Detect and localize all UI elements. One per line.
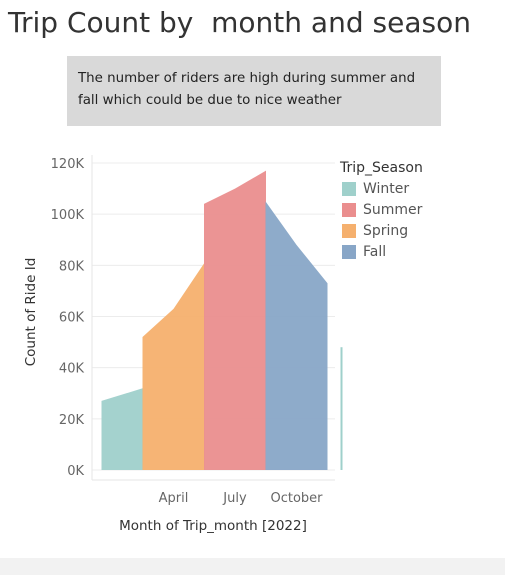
- y-tick-label: 0K: [67, 464, 84, 479]
- area-chart: 0K 20K 40K 60K 80K 100K 120K April July October Mo…: [23, 155, 343, 534]
- legend-swatch-winter: [342, 181, 356, 196]
- x-tick-label-october: October: [270, 491, 323, 506]
- area-summer-2: [204, 170, 266, 471]
- y-tick-label: 120K: [51, 157, 85, 172]
- legend-item-summer[interactable]: Summer: [340, 199, 423, 220]
- annotation-note: The number of riders are high during sum…: [67, 56, 441, 126]
- legend-title: Trip_Season: [340, 160, 423, 176]
- chart-title: Trip Count by month and season: [8, 6, 471, 39]
- y-axis-title: Count of Ride Id: [23, 258, 39, 367]
- legend-label-summer: Summer: [363, 201, 423, 218]
- legend-label-fall: Fall: [363, 243, 387, 260]
- legend-label-winter: Winter: [363, 180, 410, 197]
- area-fall-3: [265, 201, 328, 470]
- y-tick-label: 40K: [59, 362, 85, 377]
- bottom-bar: [0, 558, 505, 575]
- legend-item-winter[interactable]: Winter: [340, 178, 423, 199]
- y-tick-label: 60K: [59, 311, 85, 326]
- y-tick-label: 80K: [59, 259, 85, 274]
- legend-item-spring[interactable]: Spring: [340, 220, 423, 241]
- legend-swatch-summer: [342, 202, 356, 217]
- area-winter-0: [101, 388, 143, 470]
- legend-swatch-spring: [342, 223, 356, 238]
- x-axis-title: Month of Trip_month [2022]: [119, 518, 307, 534]
- legend-label-spring: Spring: [363, 222, 409, 239]
- legend-swatch-fall: [342, 244, 356, 259]
- x-tick-label-april: April: [159, 491, 189, 506]
- y-tick-label: 100K: [51, 208, 85, 223]
- area-spring-1: [142, 262, 205, 470]
- x-tick-label-july: July: [222, 491, 247, 506]
- y-tick-label: 20K: [59, 413, 85, 428]
- legend: Trip_Season Winter Summer Spring Fall: [340, 160, 423, 262]
- legend-item-fall[interactable]: Fall: [340, 241, 423, 262]
